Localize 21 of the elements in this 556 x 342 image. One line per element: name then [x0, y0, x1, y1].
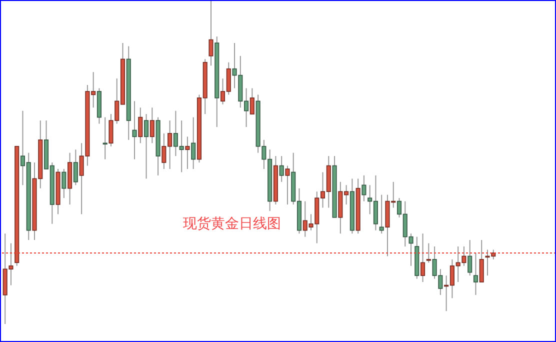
candlestick: [426, 242, 431, 264]
candlestick: [150, 107, 154, 144]
candlestick: [185, 136, 190, 170]
candlestick: [73, 149, 78, 186]
candlestick: [62, 168, 66, 199]
candlestick: [191, 116, 196, 170]
candlestick: [132, 100, 137, 160]
candlestick: [479, 240, 484, 283]
candlestick: [285, 165, 290, 205]
candlestick: [379, 194, 384, 234]
candlestick: [362, 174, 366, 202]
candlestick: [144, 114, 149, 180]
text: 现货黄金日线图: [182, 215, 282, 233]
candlestick: [250, 88, 254, 115]
candlestick: [420, 233, 426, 283]
candlestick: [468, 240, 472, 276]
candlestick: [208, 1, 214, 66]
candlestick: [138, 107, 143, 144]
candlestick: [473, 252, 478, 296]
candlestick: [102, 116, 108, 160]
candlestick: [279, 156, 284, 182]
